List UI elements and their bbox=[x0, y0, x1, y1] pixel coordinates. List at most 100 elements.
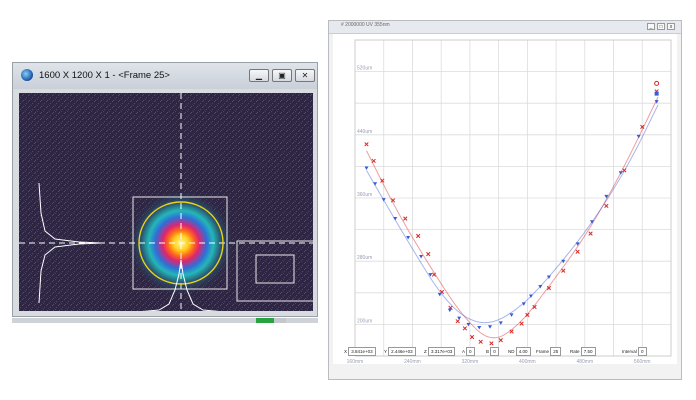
data-point-red bbox=[462, 326, 468, 331]
data-point-red bbox=[525, 312, 530, 318]
status-value[interactable]: 2.446e+03 bbox=[388, 347, 416, 357]
fit-curves bbox=[366, 96, 659, 339]
x-tick-label: 240mm bbox=[404, 359, 421, 364]
data-point-blue bbox=[393, 217, 398, 221]
data-point-blue bbox=[590, 220, 594, 224]
fit-curve bbox=[366, 96, 659, 339]
data-point-red bbox=[519, 321, 524, 326]
status-value[interactable]: 3.317e+03 bbox=[428, 347, 456, 357]
y-tick-label: 360um bbox=[357, 192, 372, 198]
data-point-red bbox=[588, 231, 593, 236]
status-field: Interval 0 bbox=[622, 347, 647, 357]
status-value[interactable]: 25 bbox=[550, 347, 562, 357]
status-label: Frame bbox=[536, 349, 551, 354]
data-point-blue bbox=[604, 194, 609, 199]
data-point-blue bbox=[618, 171, 623, 175]
data-point-blue bbox=[381, 198, 386, 202]
status-field: Rate 7.50 bbox=[570, 347, 596, 357]
plot-frame bbox=[354, 39, 672, 357]
app-icon bbox=[21, 69, 33, 81]
series-end-marker-blue bbox=[654, 91, 659, 96]
data-point-red bbox=[604, 203, 609, 209]
data-point-blue bbox=[528, 294, 533, 298]
status-label: ND bbox=[508, 349, 516, 354]
data-point-red bbox=[489, 341, 494, 346]
y-tick-label: 280um bbox=[357, 255, 372, 261]
status-value[interactable]: 7.50 bbox=[580, 347, 596, 357]
data-point-red bbox=[426, 251, 431, 257]
data-point-blue bbox=[498, 321, 503, 325]
data-point-red bbox=[380, 178, 385, 183]
data-point-blue bbox=[538, 284, 543, 289]
status-field: Z 3.317e+03 bbox=[424, 347, 456, 357]
overview-view-rect[interactable] bbox=[255, 254, 295, 284]
data-point-red bbox=[498, 338, 503, 343]
plot-window: # 2000000 UV 355nm _ □ x 160mm 240mm 320mm… bbox=[328, 20, 682, 380]
overview-box[interactable] bbox=[236, 240, 313, 302]
y-tick-label: 200um bbox=[357, 318, 372, 324]
plot-window-titlebar[interactable]: # 2000000 UV 355nm _ □ x bbox=[329, 21, 681, 34]
status-value[interactable]: 0 bbox=[466, 347, 475, 357]
roi-box[interactable] bbox=[132, 196, 228, 290]
data-point-blue bbox=[466, 322, 471, 327]
status-value[interactable]: 0 bbox=[638, 347, 647, 357]
data-point-red bbox=[622, 168, 627, 173]
status-field: Frame 25 bbox=[536, 347, 562, 357]
x-tick-labels: 160mm 240mm 320mm 400mm 480mm 560mm bbox=[347, 359, 651, 364]
beam-ellipse bbox=[138, 201, 224, 285]
status-field: A 0 bbox=[462, 347, 475, 357]
data-point-blue bbox=[447, 308, 452, 313]
data-point-red bbox=[478, 339, 483, 344]
caustic-plot[interactable]: 160mm 240mm 320mm 400mm 480mm 560mm 520um 440u… bbox=[333, 34, 677, 364]
data-point-red bbox=[561, 268, 566, 273]
plot-close-button[interactable]: x bbox=[667, 23, 675, 30]
data-point-red bbox=[403, 216, 408, 221]
data-point-red bbox=[509, 329, 514, 334]
beam-image[interactable] bbox=[19, 93, 313, 311]
y-tick-label: 520um bbox=[357, 66, 372, 72]
y-tick-labels: 520um 440um 360um 280um 200um bbox=[357, 66, 372, 325]
data-point-blue bbox=[373, 182, 378, 186]
data-point-red bbox=[371, 158, 376, 164]
status-field: X 3.841e+03 bbox=[344, 347, 376, 357]
data-point-blue bbox=[488, 325, 493, 329]
beam-profile-window: 1600 X 1200 X 1 - <Frame 25> ▁ ▣ ✕ bbox=[12, 62, 318, 317]
status-label: Interval bbox=[622, 349, 639, 354]
data-point-blue bbox=[477, 326, 482, 330]
restore-button[interactable]: ▣ bbox=[272, 69, 292, 82]
status-value[interactable]: 4.00 bbox=[515, 347, 531, 357]
status-label: Rate bbox=[570, 349, 581, 354]
status-label: X bbox=[344, 349, 349, 354]
status-label: A bbox=[462, 349, 467, 354]
data-point-red bbox=[390, 198, 396, 203]
status-field: ND 4.00 bbox=[508, 347, 531, 357]
fit-curve bbox=[366, 104, 659, 324]
plot-grid bbox=[354, 39, 672, 357]
status-label: Z bbox=[424, 349, 428, 354]
data-point-blue bbox=[561, 259, 566, 264]
status-value[interactable]: 3.841e+03 bbox=[348, 347, 376, 357]
status-value[interactable]: 0 bbox=[490, 347, 499, 357]
data-point-blue bbox=[364, 166, 369, 170]
status-field: Y 2.446e+03 bbox=[384, 347, 416, 357]
data-point-blue bbox=[654, 100, 659, 104]
plot-minimize-button[interactable]: _ bbox=[647, 23, 655, 30]
data-point-blue bbox=[521, 302, 526, 306]
data-point-red bbox=[640, 124, 645, 130]
minimize-button[interactable]: ▁ bbox=[249, 69, 269, 82]
status-field: B 0 bbox=[486, 347, 499, 357]
data-point-red bbox=[532, 304, 537, 310]
data-point-blue bbox=[428, 273, 433, 277]
close-button[interactable]: ✕ bbox=[295, 69, 315, 82]
plot-window-title: # 2000000 UV 355nm bbox=[341, 22, 390, 28]
data-point-red bbox=[364, 142, 369, 147]
beam-window-titlebar[interactable]: 1600 X 1200 X 1 - <Frame 25> ▁ ▣ ✕ bbox=[13, 63, 317, 89]
x-tick-label: 480mm bbox=[576, 359, 593, 364]
vertical-profile-curve bbox=[142, 259, 220, 311]
x-tick-label: 400mm bbox=[519, 359, 536, 364]
beam-window-title: 1600 X 1200 X 1 - <Frame 25> bbox=[39, 70, 170, 81]
progress-bar bbox=[256, 318, 286, 323]
progress-fill bbox=[256, 318, 274, 323]
plot-restore-button[interactable]: □ bbox=[657, 23, 665, 30]
horizontal-profile-curve bbox=[38, 182, 102, 304]
